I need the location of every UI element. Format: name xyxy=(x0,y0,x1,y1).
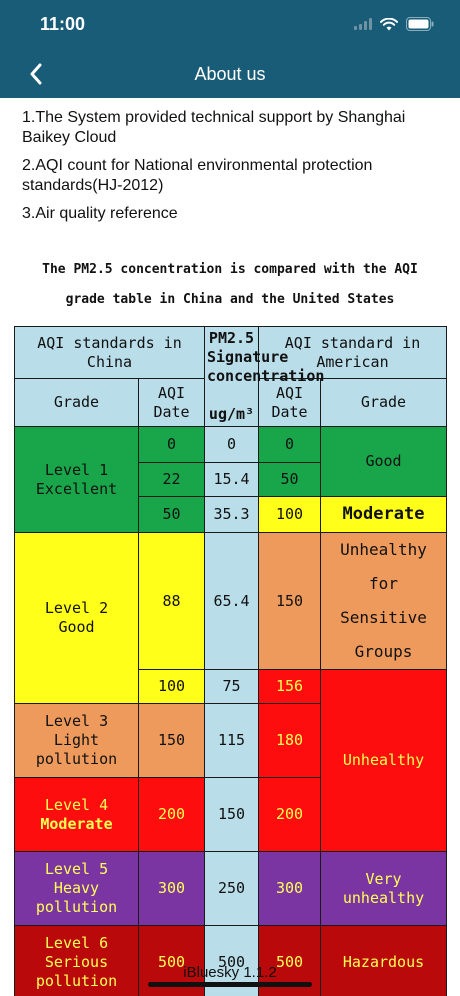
header-aqi-date-china: AQI Date xyxy=(138,378,205,427)
china-grade-desc: Moderate xyxy=(40,814,113,833)
china-grade-level-6: Level 6 Serious pollution xyxy=(14,925,139,996)
us-aqi-cell: 50 xyxy=(258,462,321,497)
app-version: iBluesky 1.1.2 xyxy=(183,964,277,981)
table-row: Level 3 Light pollution 150 115 180 xyxy=(14,703,447,778)
china-grade-desc: Light pollution xyxy=(35,731,118,768)
cn-aqi-cell: 22 xyxy=(138,462,205,497)
us-aqi-cell: 200 xyxy=(258,777,321,852)
table-caption-line-2: grade table in China and the United Stat… xyxy=(65,292,395,307)
header-aqi-date-us: AQI Date xyxy=(258,378,321,427)
us-aqi-cell: 180 xyxy=(258,703,321,778)
status-icons xyxy=(354,15,434,33)
cn-aqi-cell: 50 xyxy=(138,496,205,533)
china-grade-title: Level 1 xyxy=(44,460,109,479)
wifi-icon xyxy=(380,17,398,30)
nav-bar: About us xyxy=(0,50,460,98)
us-aqi-cell: 300 xyxy=(258,851,321,926)
pm-cell: 15.4 xyxy=(204,462,259,497)
china-grade-title: Level 4 xyxy=(44,795,109,814)
table-row: AQI standards in China PM2.5 Signature c… xyxy=(14,326,447,427)
pm-cell: 0 xyxy=(204,426,259,463)
page-title: About us xyxy=(194,64,266,84)
us-grade-very-unhealthy: Very unhealthy xyxy=(320,851,447,926)
header-unit: ug/m³ xyxy=(208,405,255,423)
china-grade-desc: Good xyxy=(58,618,95,636)
pm-cell: 35.3 xyxy=(204,496,259,533)
chevron-left-icon xyxy=(30,63,42,85)
us-grade-usg: Unhealthy for Sensitive Groups xyxy=(320,532,447,670)
cn-aqi-cell: 100 xyxy=(138,669,205,704)
us-grade-hazardous: Hazardous xyxy=(320,925,447,996)
header-pm25-line3: concentration xyxy=(207,367,325,385)
table-row: Grade AQI Date AQI Date Grade xyxy=(14,378,447,427)
cn-aqi-cell: 88 xyxy=(138,532,205,670)
header-pm25-line2: Signature xyxy=(207,348,289,366)
us-aqi-cell: 150 xyxy=(258,532,321,670)
china-grade-desc: Serious pollution xyxy=(35,953,118,990)
us-grade-unhealthy: Unhealthy xyxy=(320,669,447,852)
pm-cell: 250 xyxy=(204,851,259,926)
status-time: 11:00 xyxy=(40,14,86,34)
cn-aqi-cell: 300 xyxy=(138,851,205,926)
china-grade-title: Level 3 xyxy=(44,712,109,730)
pm-cell: 75 xyxy=(204,669,259,704)
intro-text: 1.The System provided technical support … xyxy=(22,108,442,232)
table-row: Level 2 Good 88 65.4 150 Unhealthy for S… xyxy=(14,532,447,704)
battery-icon xyxy=(406,17,434,31)
signal-icon xyxy=(354,18,372,30)
us-aqi-cell: 100 xyxy=(258,496,321,533)
aqi-comparison-table: AQI standards in China PM2.5 Signature c… xyxy=(14,326,447,996)
table-caption-line-1: The PM2.5 concentration is compared with… xyxy=(42,262,418,277)
china-grade-level-4: Level 4 Moderate xyxy=(14,777,139,852)
china-grade-title: Level 6 xyxy=(44,934,109,952)
intro-line-2: 2.AQI count for National environmental p… xyxy=(22,157,373,194)
pm-cell: 150 xyxy=(204,777,259,852)
header-china: AQI standards in China xyxy=(14,326,205,379)
pm-cell: 115 xyxy=(204,703,259,778)
pm-cell: 65.4 xyxy=(204,532,259,670)
china-grade-level-2: Level 2 Good xyxy=(14,532,139,704)
us-grade-moderate: Moderate xyxy=(320,496,447,533)
home-indicator[interactable] xyxy=(148,982,312,987)
intro-line-1: 1.The System provided technical support … xyxy=(22,109,406,146)
us-grade-usg-line2: Sensitive Groups xyxy=(340,608,427,661)
china-grade-desc: Heavy pollution xyxy=(35,879,118,916)
china-grade-desc: Excellent xyxy=(35,479,118,498)
china-grade-title: Level 5 xyxy=(44,860,109,878)
header-grade-china: Grade xyxy=(14,378,139,427)
cn-aqi-cell: 200 xyxy=(138,777,205,852)
china-grade-level-5: Level 5 Heavy pollution xyxy=(14,851,139,926)
cn-aqi-cell: 0 xyxy=(138,426,205,463)
us-grade-usg-line1: Unhealthy for xyxy=(340,540,427,593)
us-aqi-cell: 0 xyxy=(258,426,321,463)
cn-aqi-cell: 150 xyxy=(138,703,205,778)
china-grade-level-1: Level 1 Excellent xyxy=(14,426,139,533)
table-row: 50 35.3 100 Moderate xyxy=(15,496,447,533)
header-pm25-line1: PM2.5 xyxy=(208,329,255,347)
header-american: AQI standard in American xyxy=(258,326,447,379)
intro-line-3: 3.Air quality reference xyxy=(22,205,178,222)
table-row: Level 5 Heavy pollution 300 250 300 Very… xyxy=(14,851,447,926)
status-bar: 11:00 xyxy=(0,0,460,50)
header-grade-us: Grade xyxy=(320,378,447,427)
table-row: 22 15.4 50 xyxy=(15,462,447,497)
china-grade-level-3: Level 3 Light pollution xyxy=(14,703,139,778)
table-row: Level 4 Moderate 200 150 200 xyxy=(14,777,447,852)
table-row: Level 1 Excellent 0 0 0 Good xyxy=(14,426,447,533)
header-pm25: PM2.5 Signature concentration ug/m³ xyxy=(204,326,324,427)
us-grade-good: Good xyxy=(320,426,447,497)
china-grade-title: Level 2 xyxy=(44,599,109,617)
us-aqi-cell: 156 xyxy=(258,669,321,704)
back-button[interactable] xyxy=(20,58,52,90)
